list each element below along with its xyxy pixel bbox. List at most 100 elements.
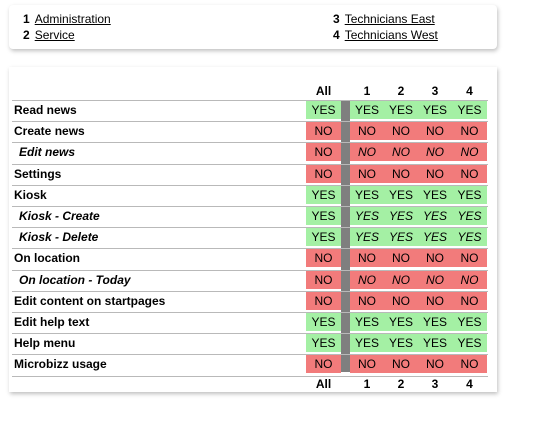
permission-cell-all[interactable]: YES — [306, 228, 341, 246]
permission-cell-1[interactable]: YES — [350, 334, 384, 352]
permission-cell-1[interactable]: YES — [350, 207, 384, 225]
legend-number: 1 — [23, 12, 30, 26]
permission-cell-4[interactable]: NO — [452, 249, 487, 267]
row-label: Kiosk - Delete — [19, 230, 99, 244]
row-label: Edit news — [19, 145, 76, 159]
column-separator — [341, 100, 350, 372]
row-divider — [12, 185, 488, 186]
row-divider — [12, 248, 488, 249]
row-divider — [12, 121, 488, 122]
permission-cell-4[interactable]: NO — [452, 165, 487, 183]
permission-cell-3[interactable]: YES — [418, 228, 452, 246]
permission-cell-3[interactable]: NO — [418, 355, 452, 373]
permission-cell-1[interactable]: NO — [350, 165, 384, 183]
permission-cell-1[interactable]: NO — [350, 143, 384, 161]
permission-cell-all[interactable]: YES — [306, 186, 341, 204]
row-label: On location — [14, 251, 80, 265]
row-divider — [12, 164, 488, 165]
row-divider — [12, 376, 488, 377]
permission-cell-all[interactable]: NO — [306, 271, 341, 289]
column-header-all: All — [315, 84, 332, 98]
column-footer-2: 2 — [397, 377, 405, 391]
permission-cell-1[interactable]: YES — [350, 228, 384, 246]
column-footer-all: All — [315, 377, 332, 391]
permission-cell-1[interactable]: YES — [350, 101, 384, 119]
permission-cell-4[interactable]: YES — [452, 228, 487, 246]
permission-cell-4[interactable]: NO — [452, 355, 487, 373]
permission-cell-2[interactable]: YES — [384, 186, 418, 204]
permission-cell-2[interactable]: NO — [384, 122, 418, 140]
permission-cell-all[interactable]: NO — [306, 292, 341, 310]
permission-cell-3[interactable]: YES — [418, 313, 452, 331]
permission-cell-2[interactable]: YES — [384, 313, 418, 331]
legend-item-1: 1 Administration — [23, 12, 111, 26]
permission-cell-all[interactable]: YES — [306, 101, 341, 119]
permission-cell-4[interactable]: NO — [452, 271, 487, 289]
permission-cell-1[interactable]: YES — [350, 186, 384, 204]
permission-cell-3[interactable]: YES — [418, 101, 452, 119]
permission-cell-2[interactable]: NO — [384, 271, 418, 289]
permission-cell-all[interactable]: NO — [306, 165, 341, 183]
permission-cell-1[interactable]: NO — [350, 249, 384, 267]
permission-cell-4[interactable]: NO — [452, 292, 487, 310]
row-label: On location - Today — [19, 273, 131, 287]
legend-link-technicians-west[interactable]: Technicians West — [344, 28, 438, 42]
permission-cell-all[interactable]: NO — [306, 355, 341, 373]
permission-cell-3[interactable]: NO — [418, 165, 452, 183]
permission-cell-1[interactable]: NO — [350, 271, 384, 289]
row-label: Kiosk - Create — [19, 209, 100, 223]
legend-number: 3 — [333, 12, 340, 26]
permission-cell-all[interactable]: NO — [306, 143, 341, 161]
permission-cell-1[interactable]: YES — [350, 313, 384, 331]
permission-cell-2[interactable]: YES — [384, 334, 418, 352]
row-divider — [12, 354, 488, 355]
permission-cell-2[interactable]: NO — [384, 165, 418, 183]
permission-cell-2[interactable]: YES — [384, 228, 418, 246]
permission-cell-3[interactable]: YES — [418, 207, 452, 225]
permission-cell-1[interactable]: NO — [350, 355, 384, 373]
permission-cell-3[interactable]: YES — [418, 334, 452, 352]
permission-cell-3[interactable]: NO — [418, 143, 452, 161]
permission-cell-3[interactable]: NO — [418, 249, 452, 267]
legend-link-administration[interactable]: Administration — [34, 12, 111, 26]
permission-cell-2[interactable]: NO — [384, 292, 418, 310]
permission-cell-3[interactable]: YES — [418, 186, 452, 204]
permission-cell-3[interactable]: NO — [418, 292, 452, 310]
column-header-1: 1 — [363, 84, 371, 98]
permission-cell-all[interactable]: NO — [306, 249, 341, 267]
permission-cell-4[interactable]: YES — [452, 313, 487, 331]
permission-cell-2[interactable]: YES — [384, 101, 418, 119]
permission-cell-1[interactable]: NO — [350, 292, 384, 310]
permission-cell-2[interactable]: YES — [384, 207, 418, 225]
legend-link-technicians-east[interactable]: Technicians East — [344, 12, 435, 26]
permission-cell-all[interactable]: YES — [306, 313, 341, 331]
permission-cell-all[interactable]: YES — [306, 207, 341, 225]
group-legend: 1 Administration 2 Service 3 Technicians Ea… — [9, 5, 497, 49]
permission-cell-3[interactable]: NO — [418, 122, 452, 140]
permission-cell-4[interactable]: YES — [452, 186, 487, 204]
permission-cell-2[interactable]: NO — [384, 355, 418, 373]
permission-cell-4[interactable]: YES — [452, 207, 487, 225]
permission-cell-3[interactable]: NO — [418, 271, 452, 289]
permission-cell-all[interactable]: YES — [306, 334, 341, 352]
permission-cell-2[interactable]: NO — [384, 249, 418, 267]
permission-cell-all[interactable]: NO — [306, 122, 341, 140]
row-divider — [12, 291, 488, 292]
permission-cell-4[interactable]: NO — [452, 143, 487, 161]
column-header-3: 3 — [431, 84, 439, 98]
row-label: Help menu — [14, 336, 76, 350]
row-divider — [12, 142, 488, 143]
permission-cell-2[interactable]: NO — [384, 143, 418, 161]
legend-link-service[interactable]: Service — [34, 28, 75, 42]
row-label: Read news — [14, 103, 77, 117]
row-label: Microbizz usage — [14, 357, 107, 371]
permission-cell-4[interactable]: YES — [452, 101, 487, 119]
permission-cell-4[interactable]: YES — [452, 334, 487, 352]
row-divider — [12, 206, 488, 207]
row-divider — [12, 100, 488, 101]
permission-cell-4[interactable]: NO — [452, 122, 487, 140]
permission-cell-1[interactable]: NO — [350, 122, 384, 140]
row-divider — [12, 270, 488, 271]
legend-item-2: 2 Service — [23, 28, 75, 42]
column-footer-3: 3 — [431, 377, 439, 391]
